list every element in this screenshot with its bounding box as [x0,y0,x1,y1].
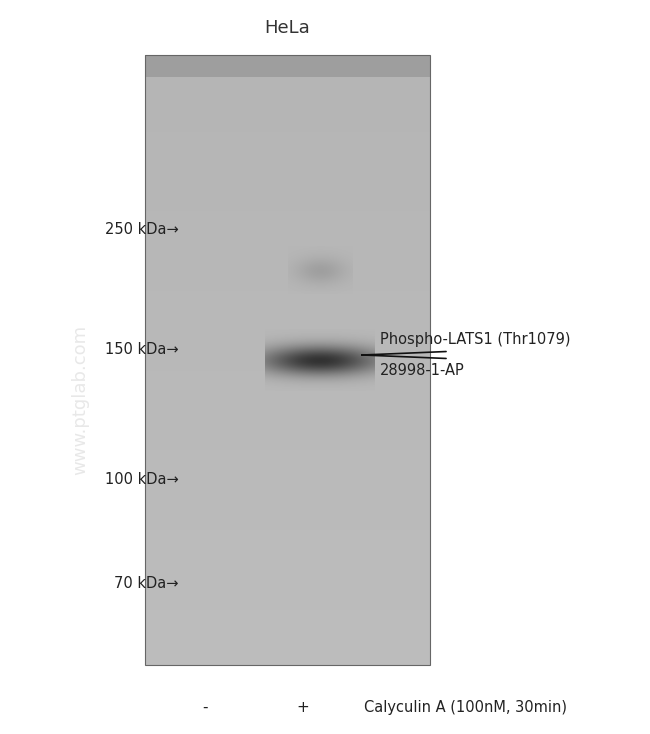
Text: www.ptglab.com: www.ptglab.com [71,325,89,475]
Text: Phospho-LATS1 (Thr1079): Phospho-LATS1 (Thr1079) [380,332,571,347]
Text: 70 kDa→: 70 kDa→ [114,575,179,590]
Text: 100 kDa→: 100 kDa→ [105,473,179,487]
Text: +: + [296,700,309,715]
Bar [145,55,430,665]
Text: HeLa: HeLa [265,19,311,37]
Text: 250 kDa→: 250 kDa→ [105,222,179,238]
Text: 28998-1-AP: 28998-1-AP [380,363,465,378]
Text: -: - [202,700,207,715]
Text: 150 kDa→: 150 kDa→ [105,343,179,357]
Text: Calyculin A (100nM, 30min): Calyculin A (100nM, 30min) [364,700,567,715]
